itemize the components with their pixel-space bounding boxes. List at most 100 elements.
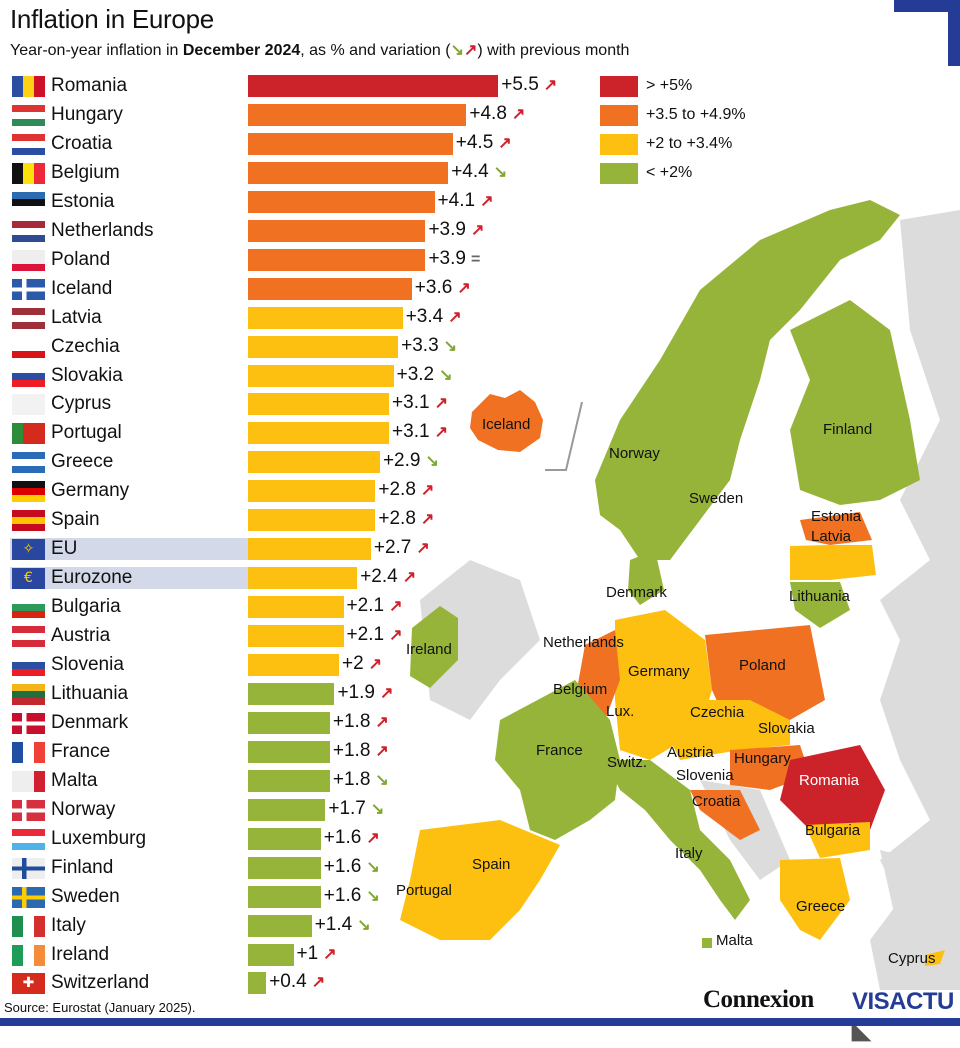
bar-row-slovenia: Slovenia +2 ↗	[0, 651, 620, 679]
trend-up-icon: ↗	[434, 424, 448, 442]
europe-map	[400, 200, 960, 990]
arrow-up-icon: ↗	[463, 42, 478, 59]
map-label-latvia: Latvia	[811, 528, 852, 545]
trend-down-icon: ↘	[370, 800, 385, 818]
gr-flag-icon	[12, 452, 45, 474]
bar	[248, 798, 326, 821]
country-name: Norway	[51, 798, 116, 820]
map-label-malta: Malta	[716, 932, 753, 949]
bar	[248, 277, 412, 300]
bar-row-sweden: Sweden +1.6 ↘	[0, 883, 620, 911]
bar-row-netherlands: Netherlands +3.9 ↗	[0, 217, 620, 245]
trend-up-icon: ↗	[498, 134, 512, 152]
bar-row-malta: Malta +1.8 ↘	[0, 767, 620, 795]
ee-flag-icon	[12, 191, 45, 213]
country-name: France	[51, 740, 111, 762]
bar	[248, 248, 426, 271]
map-label-netherlands: Netherlands	[543, 634, 624, 651]
country-name: Slovakia	[51, 364, 123, 386]
mt-flag-icon	[12, 770, 45, 792]
bar	[248, 132, 453, 155]
trend-up-icon: ↗	[448, 308, 462, 326]
country-name: Hungary	[51, 103, 123, 125]
bar	[248, 769, 330, 792]
country-name: Latvia	[51, 306, 102, 328]
bar	[248, 219, 426, 242]
bar	[248, 306, 403, 329]
trend-down-icon: ↘	[375, 771, 389, 789]
bar	[248, 740, 330, 763]
trend-up-icon: ↗	[511, 105, 526, 123]
bar-row-iceland: Iceland +3.6 ↗	[0, 275, 620, 303]
bar	[248, 972, 267, 995]
bar-row-portugal: Portugal +3.1 ↗	[0, 419, 620, 447]
trend-up-icon: ↗	[416, 540, 430, 558]
value-label: +2 ↗	[342, 653, 383, 674]
country-name: Belgium	[51, 161, 120, 183]
bar	[248, 914, 312, 937]
bar-row-italy: Italy +1.4 ↘	[0, 912, 620, 940]
value-label: +3.1 ↗	[392, 392, 448, 414]
value-label: +2.1 ↗	[346, 624, 403, 646]
es-flag-icon	[12, 510, 45, 532]
bar-row-bulgaria: Bulgaria +2.1 ↗	[0, 593, 620, 621]
bar-row-switzerland: ✚ Switzerland +0.4 ↗	[0, 969, 620, 997]
value-label: +3.6 ↗	[414, 276, 471, 298]
country-name: Croatia	[51, 132, 113, 154]
cy-flag-icon	[12, 394, 45, 416]
bar-row-greece: Greece +2.9 ↘	[0, 448, 620, 476]
bar-row-germany: Germany +2.8 ↗	[0, 477, 620, 505]
map-label-greece: Greece	[796, 898, 846, 915]
trend-down-icon: ↘	[425, 453, 439, 471]
map-label-iceland: Iceland	[482, 416, 531, 433]
se-flag-icon	[12, 886, 45, 908]
trend-up-icon: ↗	[389, 627, 403, 645]
map-label-czechia: Czechia	[690, 704, 745, 721]
lt-flag-icon	[12, 683, 45, 705]
source-note: Source: Eurostat (January 2025).	[4, 1000, 196, 1015]
value-label: +3.9 =	[428, 247, 481, 269]
country-name: Netherlands	[51, 219, 154, 241]
map-label-ireland: Ireland	[406, 641, 452, 658]
trend-up-icon: ↗	[480, 192, 494, 210]
value-label: +1.6 ↘	[323, 884, 380, 906]
bar-row-belgium: Belgium +4.4 ↘	[0, 159, 620, 187]
bar	[248, 827, 321, 850]
trend-up-icon: ↗	[389, 598, 403, 616]
country-name: Italy	[51, 914, 86, 936]
value-label: +1.8 ↗	[332, 710, 389, 732]
country-name: Cyprus	[51, 393, 112, 415]
bar	[248, 682, 335, 705]
country-name: Slovenia	[51, 654, 124, 675]
map-label-switz: Switz.	[607, 754, 648, 771]
map-label-estonia: Estonia	[811, 508, 862, 525]
country-name: Switzerland	[51, 972, 150, 994]
bar-row-latvia: Latvia +3.4 ↗	[0, 304, 620, 332]
bar-row-croatia: Croatia +4.5 ↗	[0, 130, 620, 158]
map-label-portugal: Portugal	[396, 882, 452, 899]
map-label-hungary: Hungary	[734, 750, 791, 767]
corner-accent	[894, 0, 960, 66]
trend-up-icon: ↗	[434, 395, 448, 413]
value-label: +1 ↗	[296, 942, 337, 964]
value-label: +1.6 ↘	[323, 855, 380, 877]
country-name: Malta	[51, 769, 98, 791]
country-name: Greece	[51, 451, 114, 473]
value-label: +4.8 ↗	[469, 102, 526, 124]
trend-down-icon: ↘	[366, 858, 380, 876]
trend-down-icon: ↘	[493, 163, 508, 181]
is-flag-icon	[12, 278, 45, 300]
trend-down-icon: ↘	[439, 366, 453, 384]
bar	[248, 856, 321, 879]
trend-up-icon: ↗	[420, 511, 435, 529]
value-label: +1.8 ↗	[332, 739, 389, 761]
ro-flag-icon	[12, 76, 45, 97]
map-label-slovenia: Slovenia	[676, 767, 734, 784]
legend-swatch	[600, 163, 638, 184]
value-label: +3.4 ↗	[405, 305, 462, 327]
value-label: +3.2 ↘	[396, 363, 453, 385]
country-name: Denmark	[51, 711, 129, 733]
bar-row-slovakia: Slovakia +3.2 ↘	[0, 362, 620, 390]
country-name: Ireland	[51, 943, 110, 965]
country-name: Lithuania	[51, 682, 129, 704]
